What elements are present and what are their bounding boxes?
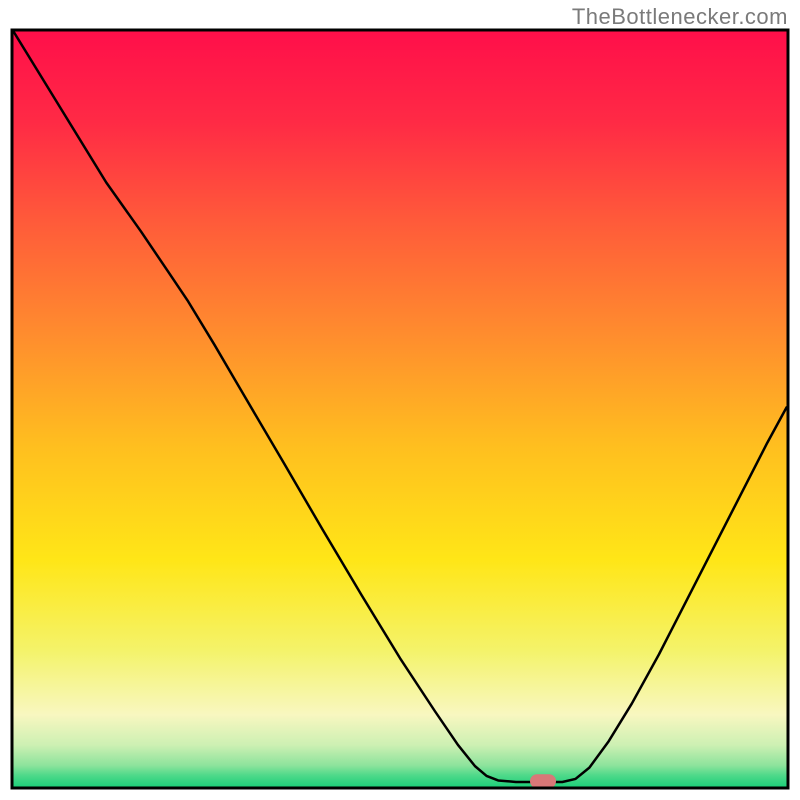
bottleneck-chart <box>0 0 800 800</box>
gradient-background <box>14 32 787 787</box>
watermark-text: TheBottlenecker.com <box>572 4 788 30</box>
optimal-point-marker <box>530 774 556 788</box>
